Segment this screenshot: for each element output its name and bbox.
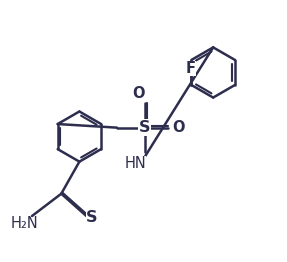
Text: H₂N: H₂N <box>10 216 38 231</box>
Text: HN: HN <box>124 156 146 171</box>
Text: F: F <box>186 61 196 76</box>
Text: O: O <box>172 120 185 135</box>
Text: S: S <box>139 120 151 135</box>
Text: O: O <box>133 86 145 101</box>
Text: S: S <box>86 210 97 225</box>
